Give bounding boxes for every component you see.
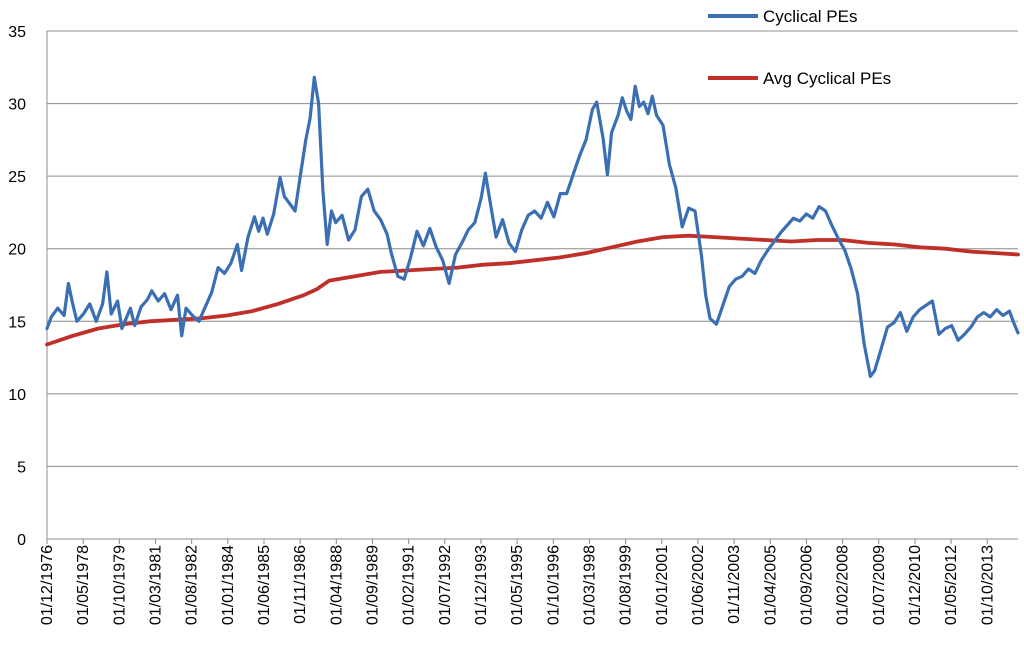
series-line-avg-cyclical-pes bbox=[45, 233, 1020, 347]
y-tick-label: 20 bbox=[8, 242, 26, 259]
x-tick-label: 01/12/1976 bbox=[39, 545, 56, 625]
y-tick-label: 25 bbox=[8, 169, 26, 186]
x-tick-label: 01/10/1996 bbox=[545, 545, 562, 625]
y-axis-tick-labels: 0 5 10 15 20 25 30 35 bbox=[8, 24, 26, 549]
x-tick-label: 01/05/1995 bbox=[509, 545, 526, 625]
series-lines bbox=[45, 75, 1020, 378]
x-tick-label: 01/12/2010 bbox=[907, 545, 924, 625]
x-tick-label: 01/12/1993 bbox=[473, 545, 490, 625]
x-tick-label: 01/08/1982 bbox=[184, 545, 201, 625]
series-line-cyclical-pes bbox=[45, 75, 1020, 378]
x-tick-label: 01/04/2005 bbox=[762, 545, 779, 625]
y-tick-label: 35 bbox=[8, 24, 26, 41]
x-tick-label: 01/05/1978 bbox=[75, 545, 92, 625]
x-tick-label: 01/10/2013 bbox=[979, 545, 996, 625]
y-tick-label: 30 bbox=[8, 97, 26, 114]
x-tick-label: 01/11/1986 bbox=[292, 545, 309, 624]
x-tick-label: 01/09/2006 bbox=[798, 545, 815, 625]
x-tick-label: 01/07/1992 bbox=[437, 545, 454, 625]
x-tick-label: 01/10/1979 bbox=[111, 545, 128, 625]
x-tick-label: 01/03/1981 bbox=[147, 545, 164, 625]
x-tick-label: 01/03/1998 bbox=[581, 545, 598, 625]
x-tick-label: 01/02/2008 bbox=[835, 545, 852, 625]
x-tick-label: 01/02/1991 bbox=[401, 545, 418, 625]
x-tick-label: 01/11/2003 bbox=[726, 545, 743, 624]
x-tick-label: 01/04/1988 bbox=[328, 545, 345, 625]
y-tick-label: 15 bbox=[8, 314, 26, 331]
x-tick-label: 01/06/2002 bbox=[690, 545, 707, 625]
x-tick-label: 01/01/2001 bbox=[654, 545, 671, 625]
legend-label: Avg Cyclical PEs bbox=[763, 69, 891, 88]
y-tick-label: 10 bbox=[8, 387, 26, 404]
legend-label: Cyclical PEs bbox=[763, 7, 857, 26]
y-tick-label: 5 bbox=[17, 459, 26, 476]
y-gridlines bbox=[47, 30, 1018, 540]
x-tick-label: 01/08/1999 bbox=[618, 545, 635, 625]
x-tick-label: 01/07/2009 bbox=[871, 545, 888, 625]
x-axis-tick-labels: 01/12/1976 01/05/1978 01/10/1979 01/03/1981… bbox=[39, 545, 996, 625]
x-tick-label: 01/01/1984 bbox=[220, 545, 237, 625]
y-tick-label: 0 bbox=[17, 532, 26, 549]
x-tick-label: 01/06/1985 bbox=[256, 545, 273, 625]
x-tick-label: 01/09/1989 bbox=[364, 545, 381, 625]
x-tick-label: 01/05/2012 bbox=[943, 545, 960, 625]
x-axis-ticks bbox=[46, 539, 988, 544]
legend: Cyclical PEs Avg Cyclical PEs bbox=[708, 7, 891, 88]
